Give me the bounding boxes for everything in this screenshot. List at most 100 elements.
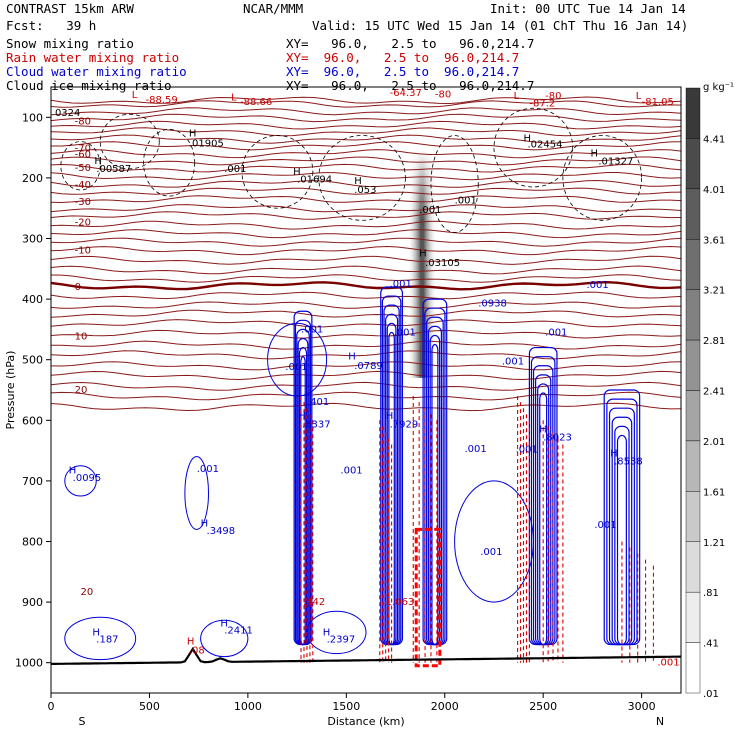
- isotherm-line: [50, 172, 682, 181]
- south-label: S: [79, 715, 86, 728]
- colorbar-swatch: [685, 87, 701, 139]
- isotherm-line: [50, 309, 682, 318]
- model-title: CONTRAST 15km ARW: [6, 1, 134, 16]
- y-tick-label: 700: [22, 475, 43, 488]
- contour-label: -88.59: [146, 95, 178, 106]
- plot-frame: [50, 86, 682, 694]
- y-tick-label: 600: [22, 414, 43, 427]
- contour-label: .7929: [390, 420, 419, 431]
- colorbar-tick-label: .01: [703, 689, 719, 700]
- contour-label: .00587: [96, 164, 131, 175]
- contour-label: .01327: [598, 157, 633, 168]
- contour-label: .001: [394, 327, 416, 338]
- colorbar-swatch: [685, 138, 701, 190]
- cloud-water-contour: [200, 619, 249, 658]
- contour-label: .001: [587, 280, 609, 291]
- cloud-water-contour: [454, 480, 534, 603]
- isotherm-line: [50, 361, 682, 371]
- contour-label: .0095: [73, 473, 102, 484]
- contour-label: -80: [435, 89, 451, 100]
- isotherm-line: [50, 280, 682, 291]
- colorbar-tick-label: 3.61: [703, 235, 725, 246]
- forecast-hour: Fcst: 39 h: [6, 18, 97, 33]
- temperature-isotherms: [50, 96, 682, 412]
- isotherm-line: [50, 100, 682, 108]
- x-tick-label: 2000: [431, 700, 459, 713]
- colorbar-swatch: [685, 491, 701, 542]
- contour-label: .001: [657, 658, 679, 669]
- colorbar-tick-label: .41: [703, 639, 719, 650]
- isotherm-line: [50, 245, 682, 256]
- contour-label: .3498: [207, 526, 236, 537]
- contour-label: H: [220, 618, 228, 629]
- contour-label: H: [293, 167, 301, 178]
- contour-label: H: [201, 518, 209, 529]
- isotherm-line: [50, 211, 682, 220]
- isotherm-line: [50, 163, 682, 173]
- plot-border: [50, 86, 682, 694]
- contour-label: .401: [307, 397, 329, 408]
- contour-label: 0324: [55, 108, 80, 119]
- isotherm-label: 20: [75, 385, 88, 396]
- field-name-cloud-water: Cloud water mixing ratio: [6, 64, 187, 79]
- field-xy-cloud-water: XY= 96.0, 2.5 to 96.0,214.7: [286, 64, 520, 79]
- contour-label: .0789: [354, 361, 383, 372]
- x-tick-label: 2500: [529, 700, 557, 713]
- isotherm-line: [50, 391, 682, 401]
- contour-label: .01905: [189, 138, 224, 149]
- contour-label: .053: [354, 185, 376, 196]
- x-tick-label: 1500: [332, 700, 360, 713]
- cloud-water-contour: [64, 616, 137, 661]
- rain-water-contours: [300, 396, 654, 668]
- contour-label: .442: [303, 597, 325, 608]
- isotherm-label: -70: [75, 144, 91, 155]
- contour-label: .001: [502, 357, 524, 368]
- cloud-ice-contour: [143, 129, 196, 197]
- isotherm-line: [50, 179, 682, 188]
- isotherm-line: [50, 120, 682, 130]
- contour-label: .001: [390, 279, 412, 290]
- cloud-water-contour: [431, 343, 439, 646]
- isotherm-label: 10: [75, 331, 88, 342]
- colorbar-swatch: [685, 239, 701, 290]
- contour-label: -64.37: [390, 88, 422, 99]
- contour-label: .001: [197, 464, 219, 475]
- colorbar-tick-label: .81: [703, 588, 719, 599]
- isotherm-line: [50, 187, 682, 195]
- snow-column: [407, 141, 437, 378]
- colorbar: 4.41 4.01 3.61 3.21 2.81 2.41 2.01 1.61 1.21 .81.…: [685, 82, 734, 700]
- contour-label: .8023: [543, 432, 572, 443]
- isotherm-line: [50, 319, 682, 328]
- y-tick-label: 300: [22, 233, 43, 246]
- field-name-cloud-ice: Cloud ice mixing ratio: [6, 78, 172, 93]
- contour-label: .8337: [302, 420, 331, 431]
- valid-time: Valid: 15 UTC Wed 15 Jan 14 (01 ChT Thu …: [312, 18, 689, 33]
- isotherm-line: [50, 220, 682, 230]
- colorbar-swatch: [685, 188, 701, 240]
- x-tick-label: 3000: [628, 700, 656, 713]
- isotherm-line: [50, 204, 682, 213]
- contour-label: .0938: [478, 298, 507, 309]
- cloud-ice-contour: [318, 135, 406, 221]
- contour-label: H: [610, 449, 618, 460]
- contour-label: .001: [419, 205, 441, 216]
- contour-label: .001: [285, 362, 307, 373]
- isotherm-label: -40: [75, 180, 91, 191]
- colorbar-tick-label: 2.01: [703, 437, 725, 448]
- isotherm-line: [50, 370, 682, 381]
- field-xy-snow: XY= 96.0, 2.5 to 96.0,214.7: [286, 36, 535, 51]
- colorbar-tick-label: 1.21: [703, 538, 725, 549]
- cloud-ice-contour: [241, 135, 314, 209]
- contour-label: .2397: [327, 635, 356, 646]
- contour-label: .08: [189, 646, 205, 657]
- isotherm-line: [51, 141, 682, 151]
- colorbar-tick-label: 2.81: [703, 336, 725, 347]
- contour-label: H: [348, 352, 356, 363]
- contour-label: .001: [455, 195, 477, 206]
- colorbar-swatch: [685, 390, 701, 442]
- cloud-water-contour: [616, 434, 627, 646]
- contour-label: L: [231, 92, 237, 103]
- colorbar-swatch: [685, 642, 701, 694]
- contour-label: L: [514, 91, 520, 102]
- contour-label: H: [94, 156, 102, 167]
